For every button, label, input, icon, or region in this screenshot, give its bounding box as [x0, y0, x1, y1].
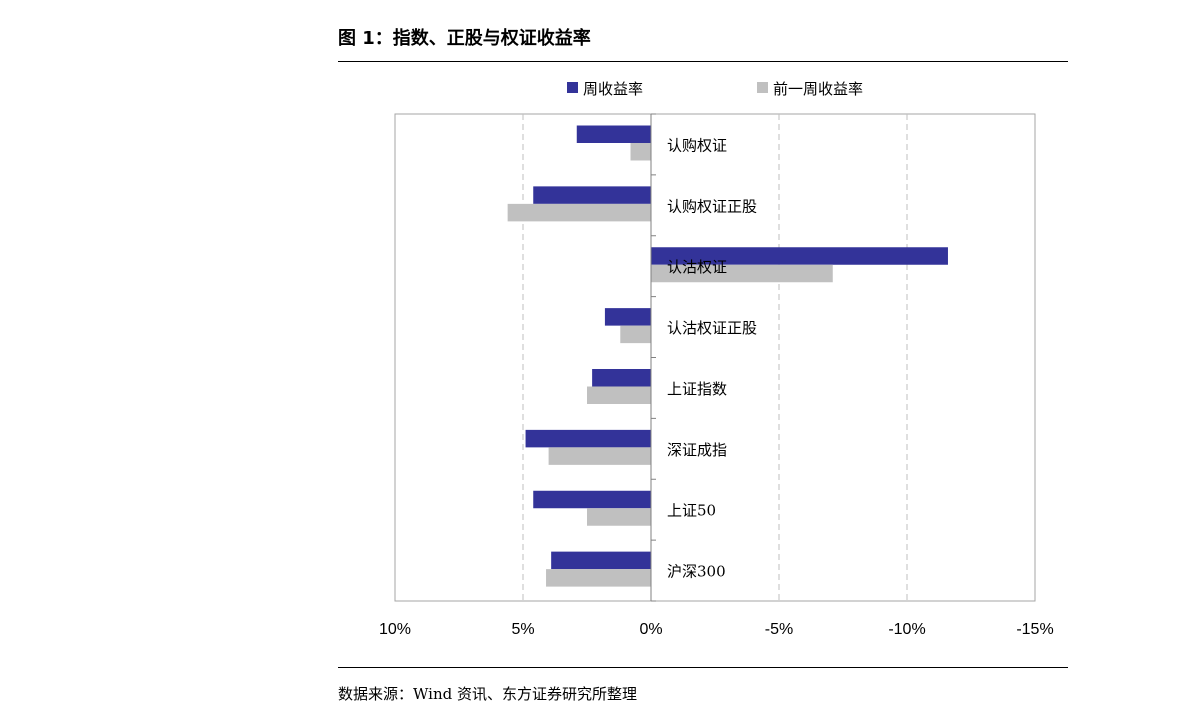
bar-prev-week-return [548, 447, 651, 465]
source-note: 数据来源：Wind 资讯、东方证券研究所整理 [338, 685, 637, 703]
category-label: 沪深300 [667, 563, 726, 581]
bar-prev-week-return [546, 569, 651, 587]
bar-weekly-return [525, 429, 651, 448]
bar-prev-week-return [651, 264, 833, 283]
x-tick-label: 10% [379, 621, 411, 638]
x-tick-label: 0% [639, 621, 662, 638]
legend-label: 周收益率 [583, 80, 643, 98]
category-label: 上证指数 [667, 380, 727, 398]
bar-weekly-return [533, 490, 651, 509]
bar-weekly-return [551, 551, 651, 570]
bar-weekly-return [576, 125, 651, 143]
bar-prev-week-return [587, 386, 651, 404]
category-label: 认沽权证正股 [667, 319, 757, 337]
bar-prev-week-return [620, 325, 651, 344]
bar-prev-week-return [507, 203, 651, 222]
category-label: 认沽权证 [667, 258, 727, 276]
source-rule [338, 667, 1068, 668]
grid-lines [522, 114, 908, 601]
category-label: 上证50 [667, 502, 716, 520]
category-axis [650, 113, 656, 602]
x-tick-label: -10% [888, 621, 925, 638]
legend-swatch [757, 82, 768, 93]
bar-weekly-return [651, 247, 948, 265]
bar-prev-week-return [630, 143, 651, 161]
bar-weekly-return [533, 186, 651, 204]
category-label: 认购权证正股 [667, 197, 757, 215]
title-rule [338, 61, 1068, 62]
category-label: 深证成指 [667, 441, 727, 459]
x-tick-label: -5% [765, 621, 793, 638]
plot-area-border [394, 113, 1036, 602]
figure-title: 图 1：指数、正股与权证收益率 [338, 28, 591, 49]
bar-prev-week-return [587, 508, 651, 526]
chart-legend: 周收益率 前一周收益率 [567, 80, 863, 98]
bar-weekly-return [592, 369, 651, 387]
legend-label: 前一周收益率 [773, 80, 863, 98]
legend-swatch [567, 82, 578, 93]
category-label: 认购权证 [667, 136, 727, 154]
bar-weekly-return [604, 308, 651, 326]
x-tick-label: 5% [511, 621, 534, 638]
x-tick-labels: 10% 5% 0% -5% -10% -15% [379, 621, 1054, 638]
x-tick-label: -15% [1016, 621, 1053, 638]
bars-group [507, 125, 948, 587]
